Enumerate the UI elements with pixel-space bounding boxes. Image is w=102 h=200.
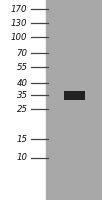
Text: 35: 35 xyxy=(17,90,28,99)
Text: 70: 70 xyxy=(17,48,28,58)
Text: 40: 40 xyxy=(17,78,28,88)
Text: 130: 130 xyxy=(11,19,28,27)
Text: 170: 170 xyxy=(11,4,28,14)
Bar xyxy=(46,0,102,200)
Bar xyxy=(64,91,85,100)
Text: 10: 10 xyxy=(17,154,28,162)
Text: 15: 15 xyxy=(17,134,28,144)
Text: 100: 100 xyxy=(11,32,28,42)
Text: 55: 55 xyxy=(17,62,28,72)
Text: 25: 25 xyxy=(17,104,28,114)
